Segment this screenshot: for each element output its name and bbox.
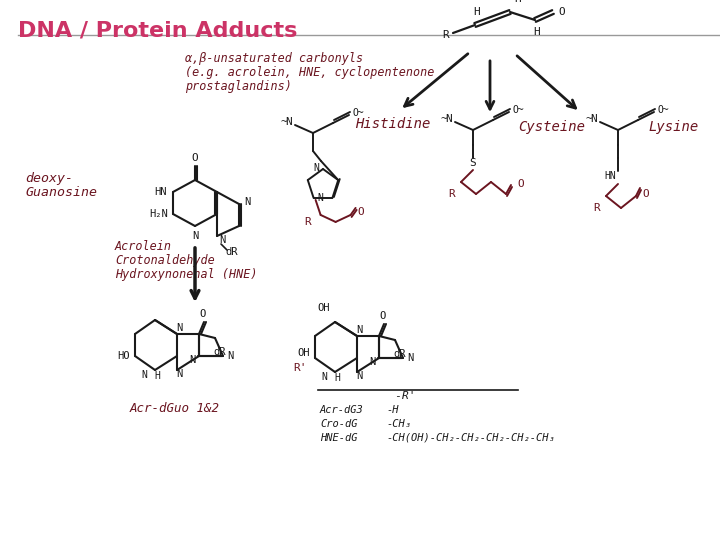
Text: O: O	[512, 105, 518, 115]
Text: N: N	[192, 231, 198, 241]
Text: ~: ~	[662, 105, 668, 115]
Text: N: N	[407, 353, 413, 363]
Text: Lysine: Lysine	[648, 120, 698, 134]
Text: N: N	[356, 371, 362, 381]
Text: OH: OH	[318, 303, 330, 313]
Text: N: N	[356, 325, 362, 335]
Text: Acrolein: Acrolein	[115, 240, 172, 253]
Text: (e.g. acrolein, HNE, cyclopentenone: (e.g. acrolein, HNE, cyclopentenone	[185, 66, 434, 79]
Text: ~: ~	[356, 108, 364, 118]
Text: H: H	[334, 373, 340, 383]
Text: -CH(OH)-CH₂-CH₂-CH₂-CH₂-CH₃: -CH(OH)-CH₂-CH₂-CH₂-CH₂-CH₃	[386, 433, 554, 443]
Text: Cro-dG: Cro-dG	[320, 419, 358, 429]
Text: O: O	[200, 309, 206, 319]
Text: Guanosine: Guanosine	[25, 186, 97, 199]
Text: -R': -R'	[348, 391, 415, 401]
Text: Acr-dGuo 1&2: Acr-dGuo 1&2	[130, 402, 220, 415]
Text: N: N	[189, 355, 195, 365]
Text: N: N	[285, 117, 292, 127]
Text: R': R'	[294, 363, 307, 373]
Text: N: N	[176, 323, 182, 333]
Text: N: N	[141, 370, 147, 380]
Text: N: N	[318, 193, 323, 203]
Text: N: N	[219, 235, 225, 245]
Text: deoxy-: deoxy-	[25, 172, 73, 185]
Text: dR: dR	[214, 347, 226, 357]
Text: ~: ~	[585, 114, 592, 124]
Text: N: N	[244, 197, 251, 207]
Text: H₂N: H₂N	[149, 209, 168, 219]
Text: dR: dR	[394, 349, 406, 359]
Text: N: N	[590, 114, 597, 124]
Text: -H: -H	[386, 405, 398, 415]
Text: R: R	[593, 203, 600, 213]
Text: HO: HO	[117, 351, 130, 361]
Text: H: H	[515, 0, 521, 4]
Text: O: O	[517, 179, 523, 189]
Text: α,β-unsaturated carbonyls: α,β-unsaturated carbonyls	[185, 52, 363, 65]
Text: R: R	[304, 217, 310, 227]
Text: ~: ~	[440, 114, 447, 124]
Text: S: S	[469, 158, 477, 168]
Text: Hydroxynonenal (HNE): Hydroxynonenal (HNE)	[115, 268, 258, 281]
Text: Acr-dG3: Acr-dG3	[320, 405, 364, 415]
Text: OH: OH	[297, 348, 310, 358]
Text: N: N	[321, 372, 327, 382]
Text: Histidine: Histidine	[355, 117, 431, 131]
Text: O: O	[559, 7, 565, 17]
Text: O: O	[642, 189, 649, 199]
Text: O: O	[380, 311, 386, 321]
Text: dR: dR	[225, 247, 238, 257]
Text: O: O	[352, 108, 358, 118]
Text: H: H	[534, 27, 541, 37]
Text: ~: ~	[517, 105, 523, 115]
Text: HN: HN	[155, 187, 167, 197]
Text: O: O	[358, 207, 364, 217]
Text: N: N	[176, 369, 182, 379]
Text: HNE-dG: HNE-dG	[320, 433, 358, 443]
Text: N: N	[369, 357, 375, 367]
Text: ~: ~	[280, 117, 287, 127]
Text: Crotonaldehyde: Crotonaldehyde	[115, 254, 215, 267]
Text: H: H	[474, 7, 480, 17]
Text: HN: HN	[604, 171, 616, 181]
Text: N: N	[313, 163, 319, 173]
Text: Cysteine: Cysteine	[518, 120, 585, 134]
Text: N: N	[445, 114, 452, 124]
Text: O: O	[657, 105, 663, 115]
Text: H: H	[154, 371, 160, 381]
Text: O: O	[192, 153, 199, 163]
Text: DNA / Protein Adducts: DNA / Protein Adducts	[18, 20, 297, 40]
Text: -CH₃: -CH₃	[386, 419, 411, 429]
Text: prostaglandins): prostaglandins)	[185, 80, 292, 93]
Text: R: R	[449, 189, 455, 199]
Text: R: R	[442, 30, 449, 40]
Text: N: N	[227, 351, 233, 361]
